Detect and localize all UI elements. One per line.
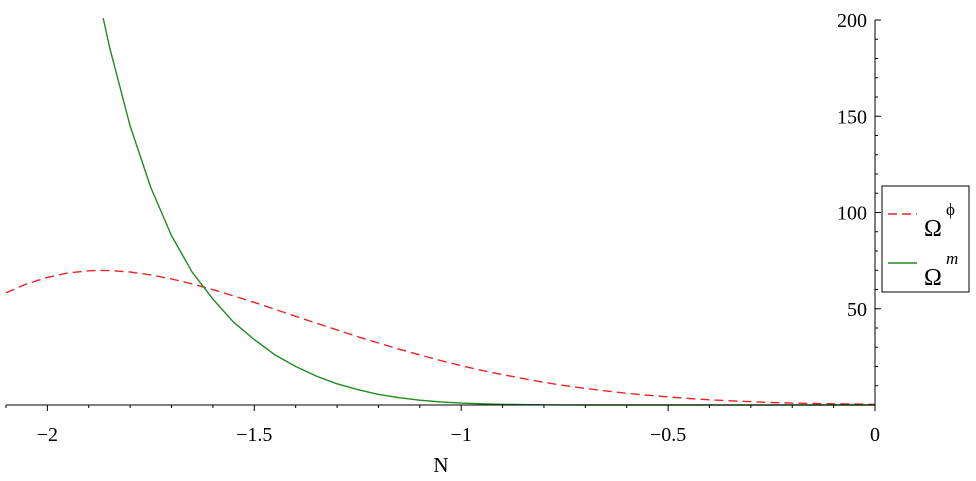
series-layer [5,17,876,406]
legend-superscript-1: ϕ [946,200,955,219]
y-tick-label: 200 [837,10,867,32]
legend-label-1: Ω [924,216,942,242]
x-tick-label: −1.5 [236,424,272,446]
legend-box [881,185,970,293]
legend-superscript-2: m [946,249,958,268]
axes-layer [6,20,876,406]
legend-label-2: Ω [924,265,942,291]
x-axis-label: N [433,453,448,477]
ticks-layer: −2 −1.5 −1 −0.5 0 50 100 150 200 [5,10,881,446]
y-tick-label: 150 [837,106,867,128]
series-line-1 [5,269,876,406]
series-line-2 [102,17,875,406]
y-tick-label: 50 [847,299,867,321]
x-tick-label: −1 [451,424,472,446]
x-tick-label: −2 [37,424,58,446]
x-tick-label: −0.5 [650,424,686,446]
x-tick-label: 0 [870,424,880,446]
y-tick-label: 100 [837,203,867,225]
